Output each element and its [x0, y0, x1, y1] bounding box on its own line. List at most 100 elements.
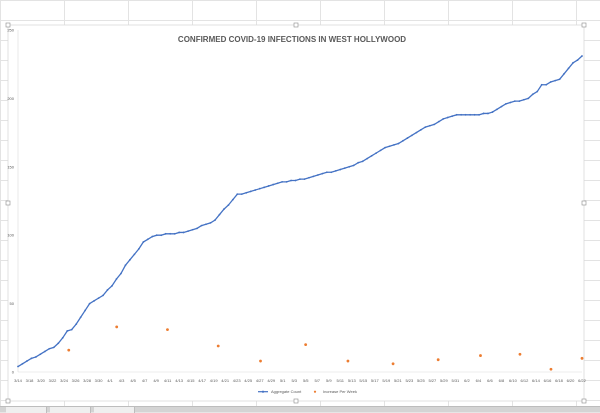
aggregate-count-point [482, 112, 485, 115]
aggregate-count-point [299, 178, 301, 181]
chart-area[interactable] [7, 24, 585, 402]
x-tick-label: 5/23 [405, 378, 414, 383]
aggregate-count-point [223, 208, 225, 211]
resize-handle-left[interactable] [5, 200, 11, 206]
x-tick-label: 4/7 [142, 378, 148, 383]
aggregate-count-point [263, 186, 266, 189]
increase-per-week-point [549, 367, 553, 371]
aggregate-count-point [513, 100, 516, 103]
aggregate-count-point [169, 232, 172, 235]
x-tick-label: 3/14 [14, 378, 23, 383]
aggregate-count-point [120, 272, 122, 275]
resize-handle-top[interactable] [293, 22, 299, 28]
resize-handle-top-left[interactable] [5, 22, 11, 28]
aggregate-count-point [388, 145, 391, 148]
aggregate-count-point [267, 185, 270, 187]
aggregate-count-point [258, 187, 261, 190]
aggregate-count-point [115, 278, 118, 280]
aggregate-count-point [88, 302, 91, 305]
resize-handle-bottom-left[interactable] [5, 398, 11, 404]
aggregate-count-point [572, 61, 574, 64]
aggregate-count-point [554, 79, 557, 82]
aggregate-count-point [205, 223, 207, 226]
sheet-tab[interactable] [94, 407, 135, 413]
aggregate-count-point [437, 120, 440, 123]
aggregate-count-point [491, 111, 494, 113]
x-tick-label: 4/19 [210, 378, 219, 383]
aggregate-count-point [35, 356, 37, 358]
sheet-tab[interactable] [6, 407, 47, 413]
aggregate-count-point [236, 193, 239, 196]
x-tick-label: 4/13 [175, 378, 184, 383]
aggregate-count-point [272, 183, 275, 186]
aggregate-count-point [245, 191, 248, 194]
aggregate-count-point [334, 170, 337, 172]
resize-handle-bottom[interactable] [293, 398, 299, 404]
x-tick-label: 4/15 [187, 378, 196, 383]
x-tick-label: 3/18 [26, 378, 35, 383]
aggregate-count-point [191, 228, 194, 231]
x-tick-label: 4/5 [130, 378, 136, 383]
aggregate-count-point [558, 78, 561, 81]
increase-per-week-point [259, 359, 262, 363]
aggregate-count-point [545, 83, 548, 86]
aggregate-count-point [79, 316, 82, 319]
increase-per-week-point [67, 348, 71, 352]
x-tick-label: 6/8 [499, 378, 505, 383]
x-tick-label: 5/25 [417, 378, 426, 383]
x-tick-label: 4/3 [119, 378, 125, 383]
sheet-tab-bar [0, 406, 600, 413]
y-tick-label: 200 [7, 96, 14, 101]
aggregate-count-point [30, 357, 33, 360]
aggregate-count-point [182, 231, 185, 234]
aggregate-count-point [70, 328, 73, 331]
aggregate-count-point [106, 289, 109, 291]
resize-handle-right[interactable] [581, 200, 587, 206]
x-tick-label: 6/22 [578, 378, 587, 383]
aggregate-count-point [52, 346, 55, 349]
x-tick-label: 3/24 [60, 378, 69, 383]
x-tick-label: 6/18 [555, 378, 564, 383]
aggregate-count-point [370, 154, 373, 157]
aggregate-count-point [469, 113, 471, 116]
aggregate-count-point [111, 284, 113, 287]
y-tick-label: 100 [7, 233, 14, 238]
legend-label: Aggregate Count [271, 389, 302, 394]
aggregate-count-point [518, 100, 521, 103]
aggregate-count-point [39, 353, 42, 356]
series-points [17, 55, 584, 371]
aggregate-count-point [531, 93, 534, 96]
aggregate-count-point [160, 234, 163, 237]
y-tick-label: 50 [10, 301, 15, 306]
x-tick-label: 5/29 [440, 378, 449, 383]
aggregate-count-point [581, 55, 583, 57]
resize-handle-bottom-right[interactable] [581, 398, 587, 404]
aggregate-count-point [540, 83, 543, 86]
aggregate-count-point [214, 219, 216, 222]
x-tick-label: 6/20 [567, 378, 576, 383]
legend-entry: Increase Per Week [313, 389, 357, 394]
aggregate-count-point [61, 336, 64, 339]
aggregate-count-point [290, 179, 292, 182]
y-axis-tick-labels: 0 50 100 150 200 250 [7, 28, 14, 375]
resize-handle-top-right[interactable] [581, 22, 587, 28]
x-tick-label: 4/25 [244, 378, 253, 383]
aggregate-count-point [21, 362, 24, 365]
x-tick-label: 6/16 [544, 378, 553, 383]
legend-swatch-marker [261, 390, 265, 393]
aggregate-count-point [563, 72, 565, 75]
aggregate-count-point [178, 231, 181, 234]
aggregate-count-point [325, 171, 328, 174]
aggregate-count-point [231, 198, 234, 201]
aggregate-count-point [509, 101, 512, 104]
x-tick-label: 6/2 [464, 378, 470, 383]
x-tick-label: 6/10 [509, 378, 518, 383]
aggregate-count-point [254, 189, 257, 191]
aggregate-count-point [424, 126, 427, 129]
aggregate-count-point [218, 213, 221, 216]
aggregate-count-point [343, 167, 346, 170]
x-tick-label: 4/1 [107, 378, 113, 383]
sheet-tab[interactable] [50, 407, 91, 413]
selection-handles[interactable] [5, 22, 587, 404]
